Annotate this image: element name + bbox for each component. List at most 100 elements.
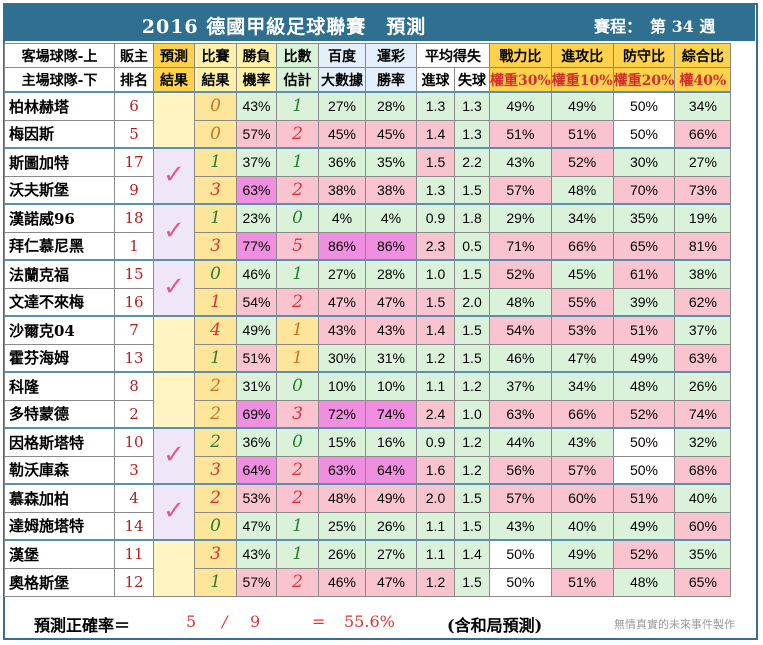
score-est-cell: 2 [276,455,319,485]
lottery-value: 47% [365,567,417,597]
score-estimate: 1 [292,347,303,368]
attack-ratio: 48% [550,175,614,205]
score-estimate: 1 [292,264,303,285]
attack-ratio: 45% [550,259,614,289]
header-rank: 販主 [114,43,154,68]
header-result: 比賽 [194,43,237,68]
win-prob: 53% [236,483,277,513]
round-label: 賽程： 第 34 週 [594,17,716,36]
team-rank: 6 [114,91,154,121]
power-ratio: 56% [489,455,552,485]
team-name: 漢堡 [4,539,115,569]
match-score: 2 [210,488,221,509]
header-prediction: 預測 [153,43,195,68]
score-estimate: 3 [292,403,303,424]
goals-for: 0.9 [416,427,455,457]
overall-ratio: 68% [674,455,732,485]
goals-for: 1.1 [416,539,455,569]
baidu-value: 45% [318,119,366,149]
score-est-cell: 0 [276,371,319,401]
power-ratio: 71% [489,231,552,261]
win-prob: 49% [236,315,277,345]
result-cell: 2 [194,399,237,429]
check-icon: ✓ [163,440,185,470]
match-score: 3 [210,544,221,565]
header-lottery: 運彩 [365,43,417,68]
team-rank: 18 [114,203,154,233]
win-prob: 57% [236,567,277,597]
header-win-prob-2: 機率 [236,67,277,93]
score-estimate: 2 [292,488,303,509]
team-name: 霍芬海姆 [4,343,115,373]
score-est-cell: 1 [276,91,319,121]
overall-ratio: 73% [674,175,732,205]
team-rank: 3 [114,455,154,485]
header-power-weight: 權重30% [489,67,552,93]
lottery-value: 4% [365,203,417,233]
win-prob: 57% [236,119,277,149]
power-ratio: 57% [489,175,552,205]
defense-ratio: 48% [612,567,676,597]
team-rank: 4 [114,483,154,513]
header-goals-for: 進球 [416,67,455,93]
table-row: 沙爾克04 7 4 49% 1 43% 43% 1.4 1.5 54% 53% 51% 37% [4,315,732,373]
score-estimate: 1 [292,515,303,536]
attack-ratio: 55% [550,287,614,317]
score-est-cell: 1 [276,315,319,345]
score-est-cell: 1 [276,539,319,569]
team-rank: 5 [114,119,154,149]
team-rank: 16 [114,287,154,317]
score-est-cell: 1 [276,343,319,373]
attack-ratio: 34% [550,203,614,233]
accuracy-note: (含和局預測) [447,616,543,635]
attack-ratio: 34% [550,371,614,401]
goals-for: 1.6 [416,455,455,485]
table-row: 多特蒙德 2 2 69% 3 72% 74% 2.4 1.0 63% 66% 52% 74% [4,399,732,429]
lottery-value: 74% [365,399,417,429]
goals-for: 2.4 [416,399,455,429]
overall-ratio: 81% [674,231,732,261]
power-ratio: 63% [489,399,552,429]
goals-against: 1.5 [454,175,490,205]
team-name: 拜仁慕尼黑 [4,231,115,261]
table-row: 梅因斯 5 0 57% 2 45% 45% 1.4 1.3 51% 51% 50% 66% [4,119,732,149]
header-win-prob: 勝負 [236,43,277,68]
team-rank: 2 [114,399,154,429]
win-prob: 36% [236,427,277,457]
score-est-cell: 0 [276,427,319,457]
goals-against: 1.5 [454,483,490,513]
baidu-value: 27% [318,91,366,121]
accuracy-total: 9 [250,612,261,631]
header-score-est: 比數 [276,43,319,68]
table-row: 霍芬海姆 13 1 51% 1 30% 31% 1.2 1.5 46% 47% 49% 63% [4,343,732,373]
goals-against: 1.2 [454,427,490,457]
score-est-cell: 1 [276,259,319,289]
match-score: 3 [210,459,221,480]
result-cell: 0 [194,119,237,149]
overall-ratio: 32% [674,427,732,457]
score-estimate: 2 [292,572,303,592]
table-row: 奧格斯堡 12 1 57% 2 46% 47% 1.2 1.5 50% 51% 48% 65% [4,567,732,597]
baidu-value: 86% [318,231,366,261]
table-row: 斯圖加特 17 ✓ 1 37% 1 36% 35% 1.5 2.2 43% 52% 30% 27% [4,147,732,205]
match-score: 3 [210,235,221,256]
result-cell: 2 [194,483,237,513]
attack-ratio: 43% [550,427,614,457]
overall-ratio: 27% [674,147,732,177]
accuracy-correct: 5 [186,612,197,631]
score-est-cell: 5 [276,231,319,261]
win-prob: 77% [236,231,277,261]
baidu-value: 48% [318,483,366,513]
table-row: 達姆施塔特 14 0 47% 1 25% 26% 1.1 1.5 43% 40% 49% 60% [4,511,732,541]
score-estimate: 2 [292,459,303,480]
result-cell: 1 [194,147,237,177]
goals-for: 2.3 [416,231,455,261]
attack-ratio: 60% [550,483,614,513]
score-est-cell: 2 [276,175,319,205]
score-est-cell: 2 [276,119,319,149]
attack-ratio: 40% [550,511,614,541]
lottery-value: 28% [365,91,417,121]
score-estimate: 0 [292,376,303,397]
match-score: 1 [210,291,221,312]
overall-ratio: 74% [674,399,732,429]
